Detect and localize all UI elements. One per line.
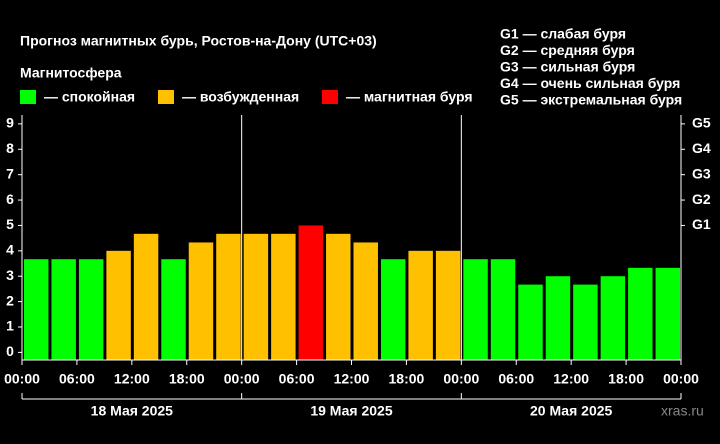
bar: [380, 259, 406, 360]
day-label: 19 Мая 2025: [310, 403, 392, 419]
bar: [51, 259, 76, 360]
storm-scale-label: G1 — слабая буря: [500, 26, 626, 42]
bar: [243, 233, 269, 360]
bar: [271, 233, 296, 360]
y-tick-label: 1: [6, 318, 14, 334]
storm-scale-label: G3 — сильная буря: [500, 59, 635, 75]
legend-label: — возбужденная: [182, 89, 299, 105]
x-tick-label: 00:00: [443, 371, 479, 387]
day-label: 18 Мая 2025: [91, 403, 173, 419]
y-tick-label: 5: [6, 216, 14, 232]
y-tick-label: 3: [6, 267, 14, 283]
legend-label: — спокойная: [44, 89, 135, 105]
chart-subtitle: Магнитосфера: [20, 65, 122, 81]
legend-swatch: [20, 90, 36, 104]
bar: [78, 259, 104, 360]
x-tick-label: 18:00: [389, 371, 425, 387]
y2-tick-label: G2: [692, 191, 711, 207]
y-tick-label: 9: [6, 115, 14, 131]
bar: [353, 242, 378, 360]
legend-label: — магнитная буря: [346, 89, 473, 105]
x-tick-label: 00:00: [224, 371, 260, 387]
bar: [133, 233, 159, 360]
y-tick-label: 0: [6, 343, 14, 359]
chart-title: Прогноз магнитных бурь, Ростов-на-Дону (…: [20, 33, 377, 49]
x-tick-label: 06:00: [59, 371, 95, 387]
bar: [326, 233, 351, 360]
x-tick-label: 18:00: [169, 371, 205, 387]
bar: [600, 276, 626, 360]
x-tick-label: 06:00: [498, 371, 534, 387]
y-tick-label: 2: [6, 292, 14, 308]
bar: [435, 250, 461, 360]
x-tick-label: 12:00: [334, 371, 370, 387]
day-label: 20 Мая 2025: [530, 403, 612, 419]
storm-scale-label: G4 — очень сильная буря: [500, 75, 680, 91]
storm-scale-label: G2 — средняя буря: [500, 42, 635, 58]
y2-tick-label: G5: [692, 115, 711, 131]
y-tick-label: 8: [6, 140, 14, 156]
y2-tick-label: G4: [692, 140, 711, 156]
x-tick-label: 12:00: [114, 371, 150, 387]
bar: [573, 284, 598, 360]
bar: [655, 267, 680, 360]
bar: [188, 242, 214, 360]
bar: [216, 233, 241, 360]
y-tick-label: 7: [6, 165, 14, 181]
storm-scale-label: G5 — экстремальная буря: [500, 92, 682, 108]
bar: [545, 276, 571, 360]
y-tick-label: 4: [6, 242, 14, 258]
x-tick-label: 00:00: [4, 371, 40, 387]
bar: [628, 267, 653, 360]
bar: [518, 284, 543, 360]
bar: [490, 259, 516, 360]
bar: [106, 250, 131, 360]
y-tick-label: 6: [6, 191, 14, 207]
y2-tick-label: G1: [692, 216, 711, 232]
x-tick-label: 06:00: [279, 371, 315, 387]
y2-tick-label: G3: [692, 165, 711, 181]
legend-swatch: [322, 90, 338, 104]
x-tick-label: 00:00: [663, 371, 699, 387]
bar: [463, 259, 488, 360]
x-tick-label: 18:00: [608, 371, 644, 387]
x-tick-label: 12:00: [553, 371, 589, 387]
bar: [24, 259, 49, 360]
bar: [161, 259, 186, 360]
watermark: xras.ru: [661, 403, 704, 419]
bar: [408, 250, 433, 360]
legend-swatch: [158, 90, 174, 104]
bar: [298, 225, 324, 360]
